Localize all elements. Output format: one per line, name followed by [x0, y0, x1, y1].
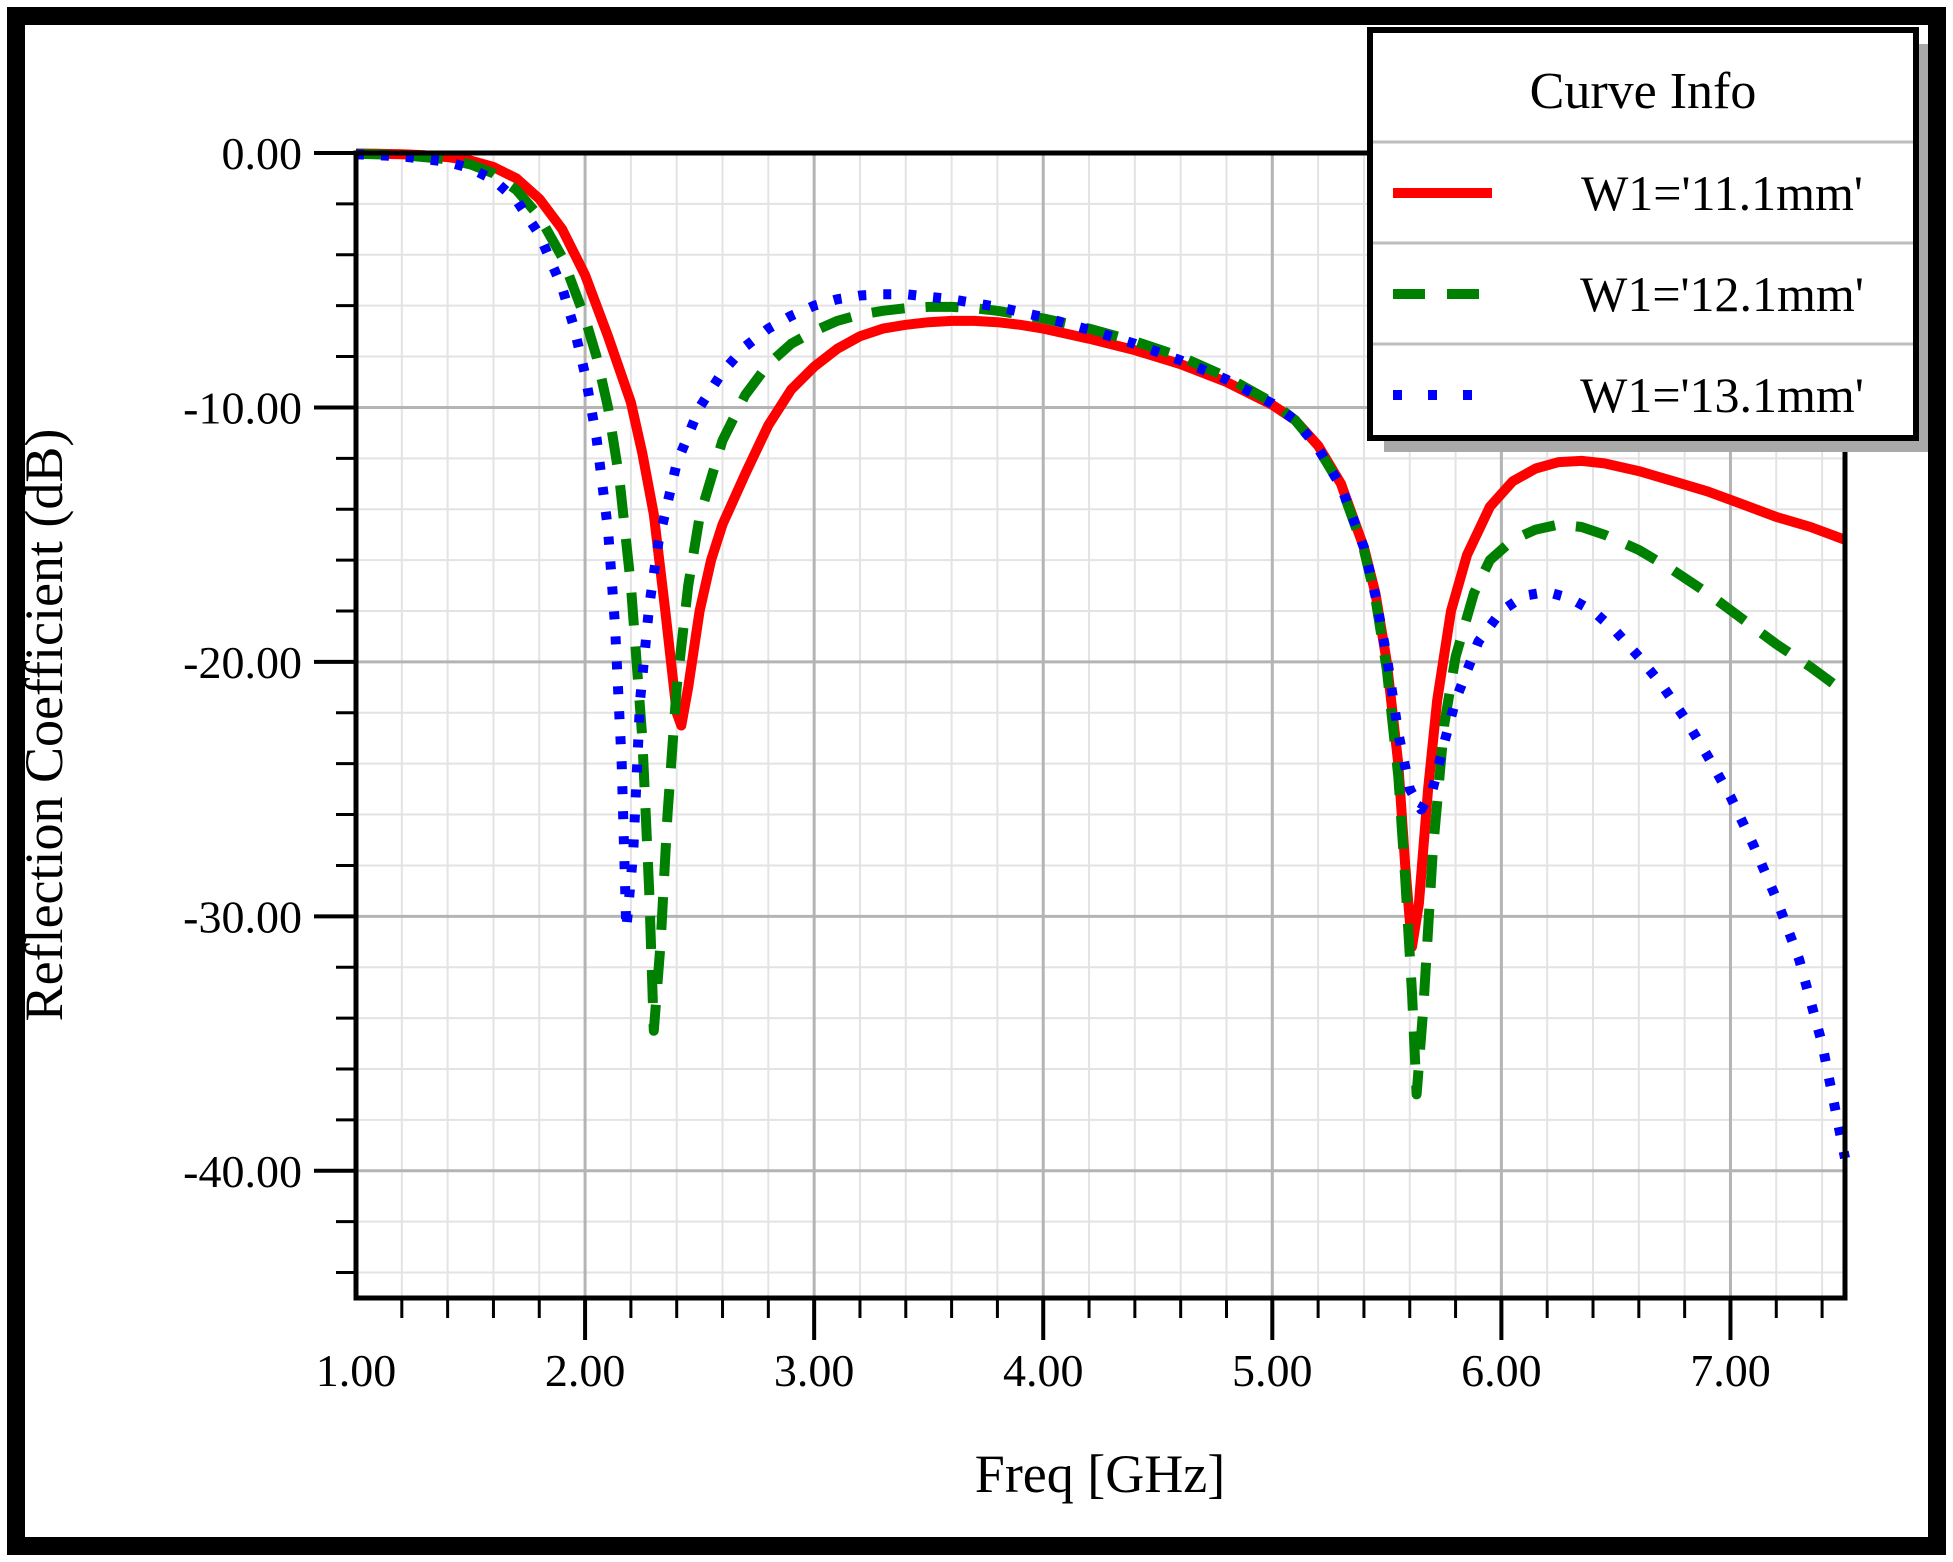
- y-tick-label: -40.00: [183, 1146, 302, 1197]
- tick-layer: [314, 151, 1824, 1340]
- y-tick-label: -30.00: [183, 891, 302, 942]
- legend-box: [1367, 27, 1919, 441]
- legend-label-w1-11-1mm: W1='11.1mm': [1581, 165, 1863, 221]
- x-tick-label: 5.00: [1232, 1345, 1313, 1396]
- x-tick-label: 6.00: [1461, 1345, 1542, 1396]
- plot-frame: [353, 150, 1848, 1301]
- legend: Curve Info W1='11.1mm' W1='12.1mm' W1='1…: [1367, 27, 1930, 452]
- y-tick-label: -20.00: [183, 637, 302, 688]
- curve-dotted-2: [355, 149, 1850, 1160]
- curve-layer: [355, 148, 1850, 1160]
- x-tick-label: 1.00: [316, 1345, 397, 1396]
- x-tick-label: 2.00: [545, 1345, 626, 1396]
- legend-label-w1-12-1mm: W1='12.1mm': [1580, 266, 1864, 322]
- tick-label-layer: 1.00 2.00 3.00 4.00 5.00 6.00 7.00 0.00 -10.00 -2…: [183, 128, 1771, 1396]
- grid-layer: [356, 153, 1845, 1298]
- outer-frame: [7, 7, 1946, 1555]
- x-tick-label: 3.00: [774, 1345, 855, 1396]
- legend-label-w1-13-1mm: W1='13.1mm': [1580, 367, 1864, 423]
- curve-solid-0: [355, 148, 1847, 952]
- x-tick-label: 7.00: [1690, 1345, 1771, 1396]
- curve-dashed-1: [355, 148, 1848, 1100]
- legend-title: Curve Info: [1530, 63, 1757, 120]
- y-tick-label: 0.00: [222, 128, 303, 179]
- y-tick-label: -10.00: [183, 382, 302, 433]
- x-tick-label: 4.00: [1003, 1345, 1084, 1396]
- x-axis-title: Freq [GHz]: [975, 1444, 1225, 1504]
